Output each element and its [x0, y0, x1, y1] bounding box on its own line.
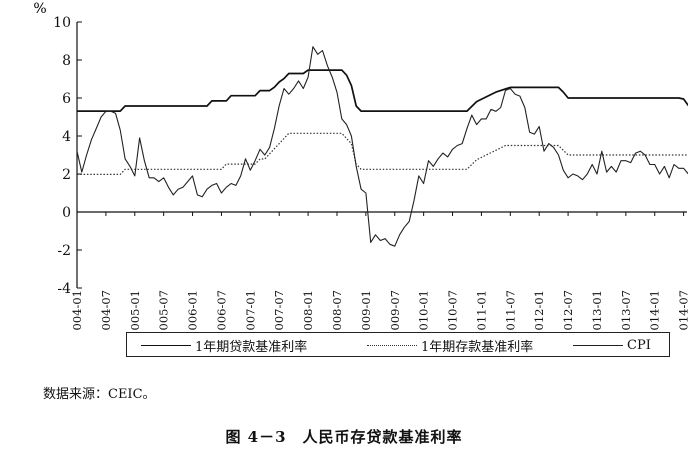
y-tick-label: 6 [62, 91, 71, 107]
series-lines [76, 46, 688, 247]
x-tick-label: 2012-07 [561, 290, 575, 330]
legend-label-loan: 1年期贷款基准利率 [195, 339, 308, 355]
legend-swatch-deposit [367, 344, 417, 346]
x-tick-label: 2010-01 [417, 290, 431, 330]
data-source-note: 数据来源：CEIC。 [43, 387, 156, 402]
x-tick-label: 2008-01 [301, 290, 315, 330]
y-tick-label: -4 [57, 281, 71, 297]
x-tick-label: 2008-07 [330, 290, 344, 330]
y-axis-unit-label: % [33, 1, 46, 17]
legend: 1年期贷款基准利率 1年期存款基准利率 CPI [126, 332, 670, 357]
y-tick-label: 10 [53, 15, 71, 31]
x-tick-label: 2006-07 [214, 290, 228, 330]
x-tick-label: 2011-01 [474, 290, 488, 330]
tick-labels: -4 -2 0 2 4 6 8 10 2004-01 2004-07 2005-01 2005-07 2… [53, 15, 688, 330]
legend-swatch-loan [141, 344, 191, 346]
x-tick-label: 2006-01 [186, 290, 200, 330]
legend-item-cpi: CPI [573, 337, 651, 353]
x-tick-label: 2004-07 [99, 290, 113, 330]
x-tick-label: 2013-07 [619, 290, 633, 330]
y-tick-label: 2 [62, 167, 71, 183]
legend-label-deposit: 1年期存款基准利率 [421, 339, 534, 355]
x-tick-label: 2007-07 [272, 290, 286, 330]
y-tick-label: 4 [62, 129, 71, 145]
x-tick-label: 2005-01 [128, 290, 142, 330]
y-tick-label: -2 [57, 243, 71, 259]
x-tick-label: 2014-01 [648, 290, 662, 330]
chart-axes [76, 21, 687, 289]
x-tick-label: 2010-07 [446, 290, 460, 330]
figure-caption: 图 4－3 人民币存贷款基准利率 [225, 428, 463, 446]
x-tick-label: 2012-01 [532, 290, 546, 330]
legend-item-deposit-rate: 1年期存款基准利率 [367, 337, 534, 355]
x-tick-label: 2014-07 [677, 290, 688, 330]
x-tick-label: 2011-07 [503, 290, 517, 330]
x-tick-label: 2004-01 [70, 290, 84, 330]
x-tick-label: 2005-07 [157, 290, 171, 330]
x-tick-label: 2009-01 [359, 290, 373, 330]
y-tick-label: 8 [62, 53, 71, 69]
legend-swatch-cpi [573, 344, 623, 346]
x-tick-label: 2009-07 [388, 290, 402, 330]
line-chart: -4 -2 0 2 4 6 8 10 2004-01 2004-07 2005-01 2005-07 2… [33, 1, 688, 330]
series-loan-rate-line [77, 69, 688, 112]
legend-label-cpi: CPI [627, 337, 651, 353]
series-cpi-line [76, 46, 688, 247]
y-tick-label: 0 [62, 205, 71, 221]
x-tick-label: 2007-01 [243, 290, 257, 330]
series-deposit-rate-line [77, 132, 688, 175]
legend-item-loan-rate: 1年期贷款基准利率 [141, 337, 308, 355]
x-tick-label: 2013-01 [590, 290, 604, 330]
